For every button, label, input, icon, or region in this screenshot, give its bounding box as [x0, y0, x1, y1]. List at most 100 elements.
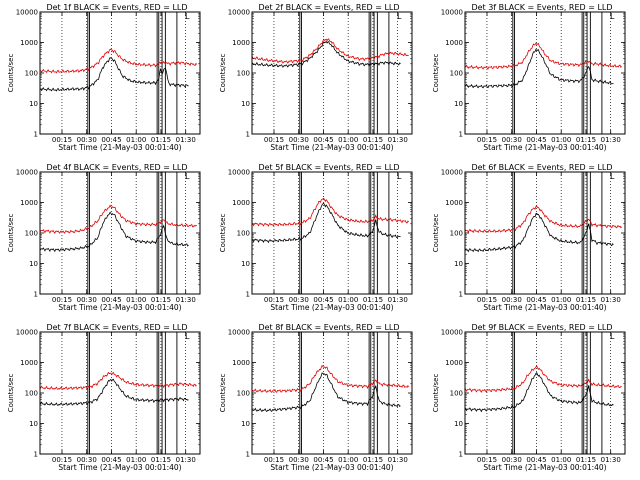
lld-series-line — [39, 204, 197, 234]
plot-frame — [39, 11, 201, 135]
lld-series-line — [39, 371, 197, 390]
y-axis-label: Counts/sec — [432, 54, 440, 93]
y-tick-label: 10000 — [16, 169, 38, 177]
plot-frame — [464, 11, 626, 135]
x-tick-label: 01:00 — [126, 136, 146, 144]
y-tick-label: 10 — [29, 100, 38, 108]
corner-mark: L — [610, 172, 615, 181]
panel-det-6: Det 6f BLACK = Events, RED = LLD 1 10 100 10… — [432, 163, 626, 312]
corner-mark: L — [397, 12, 402, 21]
events-series-line — [39, 211, 189, 253]
events-series-line — [464, 372, 614, 413]
y-tick-label: 10000 — [228, 169, 250, 177]
x-axis-label: Start Time (21-May-03 00:01:40) — [58, 143, 181, 152]
x-tick-label: 00:15 — [264, 296, 284, 304]
x-tick-label: 01:00 — [338, 136, 358, 144]
panel-det-4: Det 4f BLACK = Events, RED = LLD 1 10 100 10… — [7, 163, 201, 312]
x-tick-label: 00:15 — [52, 296, 72, 304]
x-tick-label: 01:15 — [576, 296, 596, 304]
panel-det-7: Det 7f BLACK = Events, RED = LLD 1 10 100 10… — [7, 323, 201, 472]
x-tick-label: 01:15 — [151, 456, 171, 464]
x-tick-label: 01:15 — [151, 136, 171, 144]
panel-det-1: Det 1f BLACK = Events, RED = LLD 1 10 100 10… — [7, 3, 201, 152]
corner-mark: L — [610, 12, 615, 21]
y-tick-label: 1 — [459, 131, 463, 139]
y-tick-label: 10 — [454, 100, 463, 108]
x-tick-label: 01:15 — [576, 136, 596, 144]
panel-det-5: Det 5f BLACK = Events, RED = LLD 1 10 100 10… — [219, 163, 413, 312]
x-tick-label: 00:30 — [77, 456, 97, 464]
y-tick-label: 1000 — [20, 39, 38, 47]
y-tick-label: 100 — [450, 230, 463, 238]
corner-mark: L — [610, 332, 615, 341]
y-tick-label: 10000 — [228, 9, 250, 17]
lld-series-line — [464, 42, 622, 70]
y-tick-label: 100 — [237, 390, 250, 398]
lld-series-line — [39, 48, 198, 74]
y-tick-label: 1000 — [445, 199, 463, 207]
corner-mark: L — [397, 332, 402, 341]
y-tick-label: 1 — [34, 291, 38, 299]
x-tick-label: 01:30 — [176, 136, 196, 144]
x-tick-label: 00:15 — [264, 456, 284, 464]
y-axis-label: Counts/sec — [219, 214, 227, 253]
y-axis-label: Counts/sec — [7, 214, 15, 253]
x-tick-label: 01:00 — [126, 456, 146, 464]
y-axis-label: Counts/sec — [432, 214, 440, 253]
y-tick-label: 10 — [241, 420, 250, 428]
events-series-line — [251, 202, 401, 244]
y-tick-label: 1000 — [20, 359, 38, 367]
x-axis-label: Start Time (21-May-03 00:01:40) — [270, 463, 393, 472]
x-tick-label: 00:45 — [526, 296, 546, 304]
x-tick-label: 00:30 — [289, 456, 309, 464]
corner-mark: L — [185, 332, 190, 341]
x-tick-label: 00:30 — [502, 296, 522, 304]
y-tick-label: 10 — [29, 420, 38, 428]
x-tick-label: 00:45 — [101, 456, 121, 464]
x-tick-label: 01:15 — [576, 456, 596, 464]
y-axis-label: Counts/sec — [7, 374, 15, 413]
panel-title: Det 8f BLACK = Events, RED = LLD — [258, 323, 399, 332]
lld-series-line — [464, 205, 622, 234]
panel-title: Det 5f BLACK = Events, RED = LLD — [258, 163, 399, 172]
y-tick-label: 1000 — [232, 359, 250, 367]
x-tick-label: 00:45 — [101, 136, 121, 144]
y-tick-label: 100 — [237, 230, 250, 238]
y-tick-label: 10000 — [16, 9, 38, 17]
x-tick-label: 00:30 — [502, 456, 522, 464]
x-tick-label: 00:45 — [313, 456, 333, 464]
x-tick-label: 00:45 — [313, 296, 333, 304]
y-axis-label: Counts/sec — [432, 374, 440, 413]
y-tick-label: 1000 — [20, 199, 38, 207]
x-tick-label: 01:15 — [363, 456, 383, 464]
panel-title: Det 4f BLACK = Events, RED = LLD — [46, 163, 187, 172]
panel-title: Det 7f BLACK = Events, RED = LLD — [46, 323, 187, 332]
y-tick-label: 1000 — [445, 359, 463, 367]
x-axis-label: Start Time (21-May-03 00:01:40) — [483, 463, 606, 472]
panel-title: Det 1f BLACK = Events, RED = LLD — [46, 3, 187, 12]
panel-title: Det 3f BLACK = Events, RED = LLD — [471, 3, 612, 12]
y-tick-label: 1 — [34, 451, 38, 459]
x-tick-label: 01:30 — [601, 296, 621, 304]
y-tick-label: 10 — [241, 100, 250, 108]
y-tick-label: 1 — [459, 291, 463, 299]
y-tick-label: 10000 — [441, 169, 463, 177]
y-tick-label: 1000 — [232, 39, 250, 47]
x-tick-label: 00:30 — [77, 296, 97, 304]
events-series-line — [251, 372, 401, 413]
y-tick-label: 1 — [459, 451, 463, 459]
x-axis-label: Start Time (21-May-03 00:01:40) — [58, 303, 181, 312]
x-tick-label: 01:00 — [551, 136, 571, 144]
y-tick-label: 10000 — [228, 329, 250, 337]
x-axis-label: Start Time (21-May-03 00:01:40) — [483, 303, 606, 312]
x-tick-label: 00:30 — [502, 136, 522, 144]
plot-frame — [251, 171, 413, 295]
x-axis-label: Start Time (21-May-03 00:01:40) — [483, 143, 606, 152]
plot-frame — [39, 331, 201, 455]
plot-frame — [464, 331, 626, 455]
y-tick-label: 10000 — [441, 9, 463, 17]
y-tick-label: 1 — [246, 451, 250, 459]
y-tick-label: 100 — [237, 70, 250, 78]
y-tick-label: 1 — [34, 131, 38, 139]
x-tick-label: 00:45 — [101, 296, 121, 304]
